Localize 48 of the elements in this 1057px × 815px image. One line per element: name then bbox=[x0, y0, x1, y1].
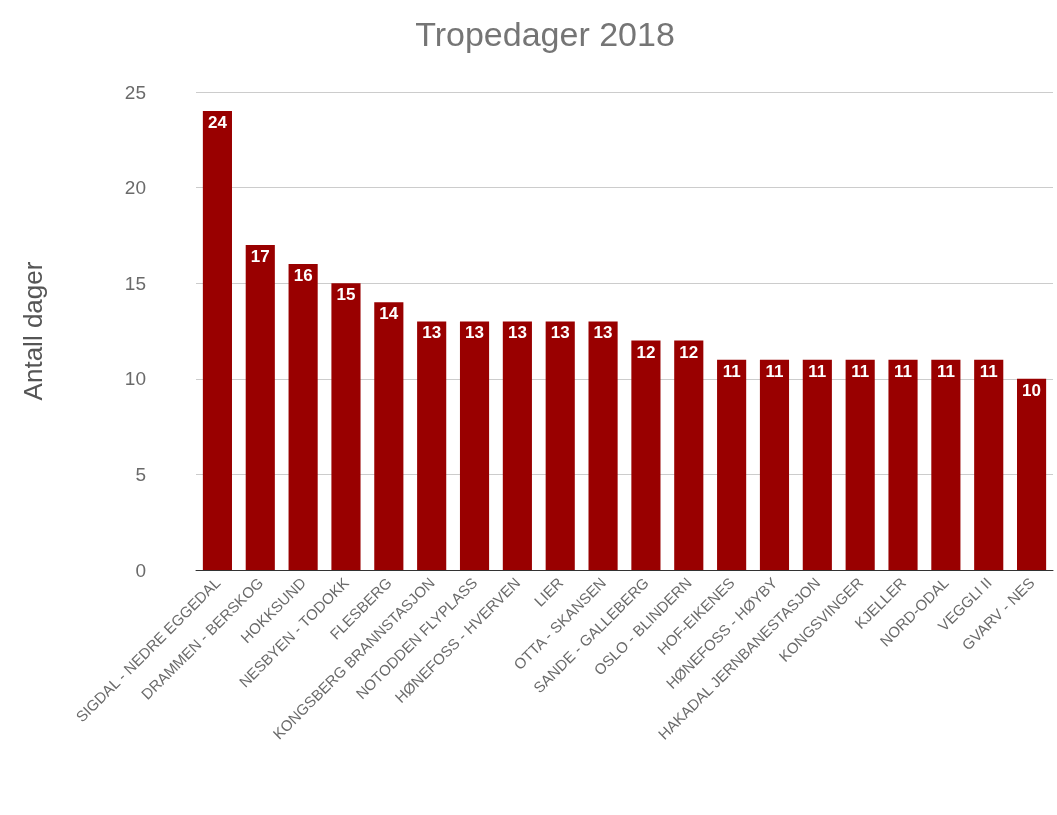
data-label: 10 bbox=[1022, 380, 1042, 400]
bar bbox=[759, 359, 790, 570]
data-label: 12 bbox=[679, 342, 699, 362]
bar bbox=[931, 359, 961, 570]
bar bbox=[288, 264, 318, 570]
y-axis-title: Antall dager bbox=[18, 261, 48, 401]
bar bbox=[588, 321, 618, 570]
y-tick-label: 0 bbox=[135, 559, 146, 581]
bar bbox=[202, 111, 232, 570]
data-label: 17 bbox=[250, 246, 270, 266]
bar bbox=[888, 359, 918, 570]
bar bbox=[502, 321, 532, 570]
bar bbox=[717, 359, 747, 570]
bar bbox=[331, 283, 361, 570]
bar bbox=[974, 359, 1004, 570]
data-label: 16 bbox=[293, 266, 313, 286]
data-label: 13 bbox=[593, 323, 613, 343]
bar bbox=[417, 321, 447, 570]
data-label: 13 bbox=[550, 323, 570, 343]
data-label: 13 bbox=[507, 323, 527, 343]
data-label: 11 bbox=[808, 361, 827, 381]
y-tick-label: 15 bbox=[124, 272, 146, 294]
bar bbox=[631, 340, 661, 570]
bar bbox=[374, 302, 404, 570]
data-label: 14 bbox=[379, 304, 399, 324]
data-label: 11 bbox=[936, 361, 955, 381]
bar bbox=[674, 340, 704, 570]
data-label: 11 bbox=[894, 361, 913, 381]
y-tick-label: 20 bbox=[124, 177, 146, 199]
data-label: 13 bbox=[422, 323, 442, 343]
data-label: 12 bbox=[636, 342, 656, 362]
bar bbox=[802, 359, 832, 570]
bar bbox=[545, 321, 575, 570]
bar bbox=[459, 321, 490, 570]
data-label: 13 bbox=[465, 323, 484, 343]
chart-title: Tropedager 2018 bbox=[415, 15, 675, 53]
data-label: 11 bbox=[722, 361, 741, 381]
y-tick-label: 25 bbox=[124, 81, 146, 103]
data-label: 15 bbox=[336, 285, 356, 305]
bar bbox=[845, 359, 875, 570]
y-tick-label: 5 bbox=[135, 463, 146, 485]
y-tick-label: 10 bbox=[124, 368, 146, 390]
data-label: 11 bbox=[851, 361, 870, 381]
bar bbox=[245, 244, 275, 570]
data-label: 11 bbox=[765, 361, 784, 381]
bar bbox=[1017, 378, 1047, 570]
data-label: 24 bbox=[207, 113, 228, 133]
data-label: 11 bbox=[979, 361, 998, 381]
